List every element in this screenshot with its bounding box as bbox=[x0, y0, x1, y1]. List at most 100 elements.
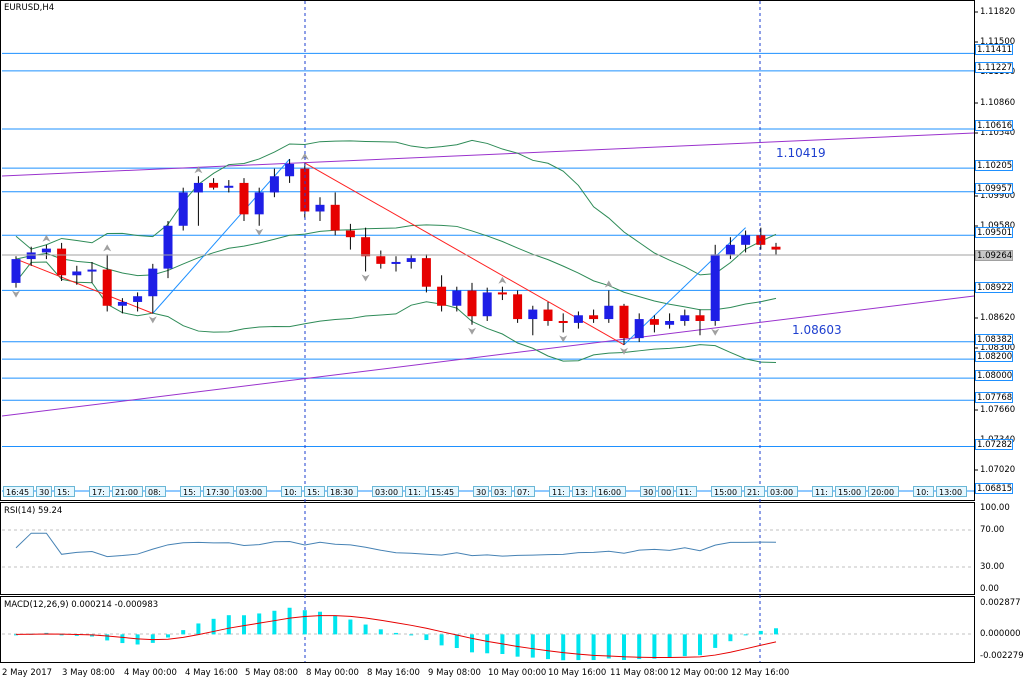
level-tag[interactable]: 1.10205 bbox=[975, 160, 1013, 171]
bear-candle bbox=[437, 286, 447, 306]
macd-histogram-bar bbox=[637, 634, 642, 660]
bear-candle bbox=[467, 290, 477, 317]
fractal-down-arrow bbox=[468, 327, 476, 335]
level-tag[interactable]: 1.07768 bbox=[975, 392, 1013, 403]
zigzag-lines bbox=[15, 158, 746, 346]
time-axis-label: 10 May 00:00 bbox=[488, 668, 547, 678]
level-tag[interactable]: 1.11227 bbox=[975, 62, 1013, 73]
fractal-down-arrow bbox=[255, 228, 264, 236]
macd-histogram-bar bbox=[485, 634, 490, 654]
time-axis-label: 12 May 16:00 bbox=[731, 668, 790, 678]
bull-candle bbox=[315, 204, 325, 212]
time-box: 07: bbox=[514, 486, 535, 497]
rsi-axis-label: 70.00 bbox=[980, 525, 1005, 535]
fractal-down-arrow bbox=[361, 274, 370, 282]
bull-candle bbox=[725, 244, 735, 255]
bull-candle bbox=[148, 268, 158, 297]
time-box: 30 bbox=[473, 486, 489, 497]
fractal-arrows bbox=[12, 152, 720, 355]
macd-histogram-bar bbox=[272, 610, 277, 635]
time-box: 17: bbox=[89, 486, 110, 497]
level-tag[interactable]: 1.10616 bbox=[975, 120, 1013, 131]
macd-histogram-bar bbox=[713, 634, 718, 648]
macd-histogram-bar bbox=[211, 618, 216, 635]
macd-histogram-bar bbox=[257, 613, 262, 635]
bear-candle bbox=[421, 258, 431, 287]
macd-histogram-bar bbox=[348, 619, 353, 635]
bear-candle bbox=[619, 305, 629, 339]
bear-candle bbox=[543, 309, 553, 321]
time-box: 16:45 bbox=[3, 486, 34, 497]
bear-candle bbox=[239, 182, 249, 215]
price-tick: 1.10540 bbox=[980, 128, 1016, 138]
fractal-up-arrow bbox=[300, 152, 309, 160]
bull-candle bbox=[72, 271, 82, 276]
fractal-up-arrow bbox=[103, 244, 112, 252]
level-tag[interactable]: 1.08382 bbox=[975, 334, 1013, 345]
level-tag[interactable]: 1.06815 bbox=[975, 483, 1013, 494]
time-box: 08: bbox=[145, 486, 166, 497]
bear-candle bbox=[497, 292, 507, 295]
time-axis-label: 4 May 00:00 bbox=[124, 668, 177, 678]
fractal-up-arrow bbox=[194, 166, 203, 174]
fractal-down-arrow bbox=[711, 328, 720, 336]
time-axis-label: 12 May 00:00 bbox=[670, 668, 729, 678]
macd-histogram-bar bbox=[682, 634, 687, 657]
fractal-down-arrow bbox=[148, 316, 157, 324]
rsi-axis-label: 100.00 bbox=[980, 503, 1010, 513]
macd-histogram-bar bbox=[454, 634, 459, 649]
channel-lines bbox=[1, 132, 975, 417]
fractal-down-arrow bbox=[620, 347, 628, 355]
macd-histogram-bar bbox=[181, 630, 186, 635]
bollinger-bands bbox=[15, 139, 777, 363]
level-tag[interactable]: 1.08922 bbox=[975, 282, 1013, 293]
level-tag[interactable]: 1.08200 bbox=[975, 351, 1013, 362]
macd-histogram-bar bbox=[774, 628, 778, 635]
bull-candle bbox=[26, 252, 36, 260]
fractal-down-arrow bbox=[559, 335, 568, 343]
macd-histogram-bar bbox=[606, 634, 611, 659]
time-axis-label: 3 May 08:00 bbox=[62, 668, 115, 678]
bull-candle bbox=[285, 163, 295, 177]
rsi-axis-label: 30.00 bbox=[980, 562, 1005, 572]
zigzag-red-segment bbox=[304, 162, 625, 346]
level-tag[interactable]: 1.09957 bbox=[975, 183, 1013, 194]
macd-histogram-bar bbox=[302, 610, 307, 635]
zigzag-red-segment bbox=[15, 258, 153, 314]
time-box: 03: bbox=[491, 486, 512, 497]
price-tick: 1.08300 bbox=[980, 343, 1016, 353]
macd-histogram-bar bbox=[166, 634, 170, 638]
bull-candle bbox=[193, 182, 203, 193]
macd-histogram-bar bbox=[652, 634, 657, 659]
trendline-upper-label: 1.10419 bbox=[776, 146, 826, 160]
level-tag[interactable]: 1.11411 bbox=[975, 44, 1013, 55]
time-box: 21:00 bbox=[112, 486, 143, 497]
time-box: 10: bbox=[281, 486, 302, 497]
bull-candle bbox=[41, 248, 51, 253]
level-tag[interactable]: 1.09501 bbox=[975, 227, 1013, 238]
time-axis-label: 4 May 16:00 bbox=[185, 668, 238, 678]
level-tag[interactable]: 1.07282 bbox=[975, 439, 1013, 450]
macd-histogram-bar bbox=[226, 615, 231, 635]
fractal-down-arrow bbox=[12, 290, 20, 298]
fractal-up-arrow bbox=[42, 234, 51, 242]
rsi-panel-frame bbox=[0, 502, 975, 595]
level-tag[interactable]: 1.08000 bbox=[975, 370, 1013, 381]
macd-histogram-bar bbox=[439, 634, 444, 646]
bollinger-middle-band bbox=[15, 224, 777, 311]
time-axis-label: 8 May 00:00 bbox=[306, 668, 359, 678]
bull-candle bbox=[452, 290, 462, 306]
macd-histogram-bar bbox=[591, 634, 596, 661]
bear-candle bbox=[376, 256, 386, 264]
price-tick: 1.11820 bbox=[980, 7, 1016, 17]
bull-candle bbox=[665, 320, 675, 325]
macd-histogram-bar bbox=[196, 623, 201, 635]
time-box: 15: bbox=[54, 486, 75, 497]
macd-histogram-bar bbox=[14, 634, 18, 636]
bear-candle bbox=[649, 319, 659, 325]
macd-histogram-bar bbox=[470, 634, 474, 653]
bull-candle bbox=[710, 254, 720, 321]
time-box: 11: bbox=[549, 486, 570, 497]
zigzag-blue-segment bbox=[152, 158, 290, 314]
